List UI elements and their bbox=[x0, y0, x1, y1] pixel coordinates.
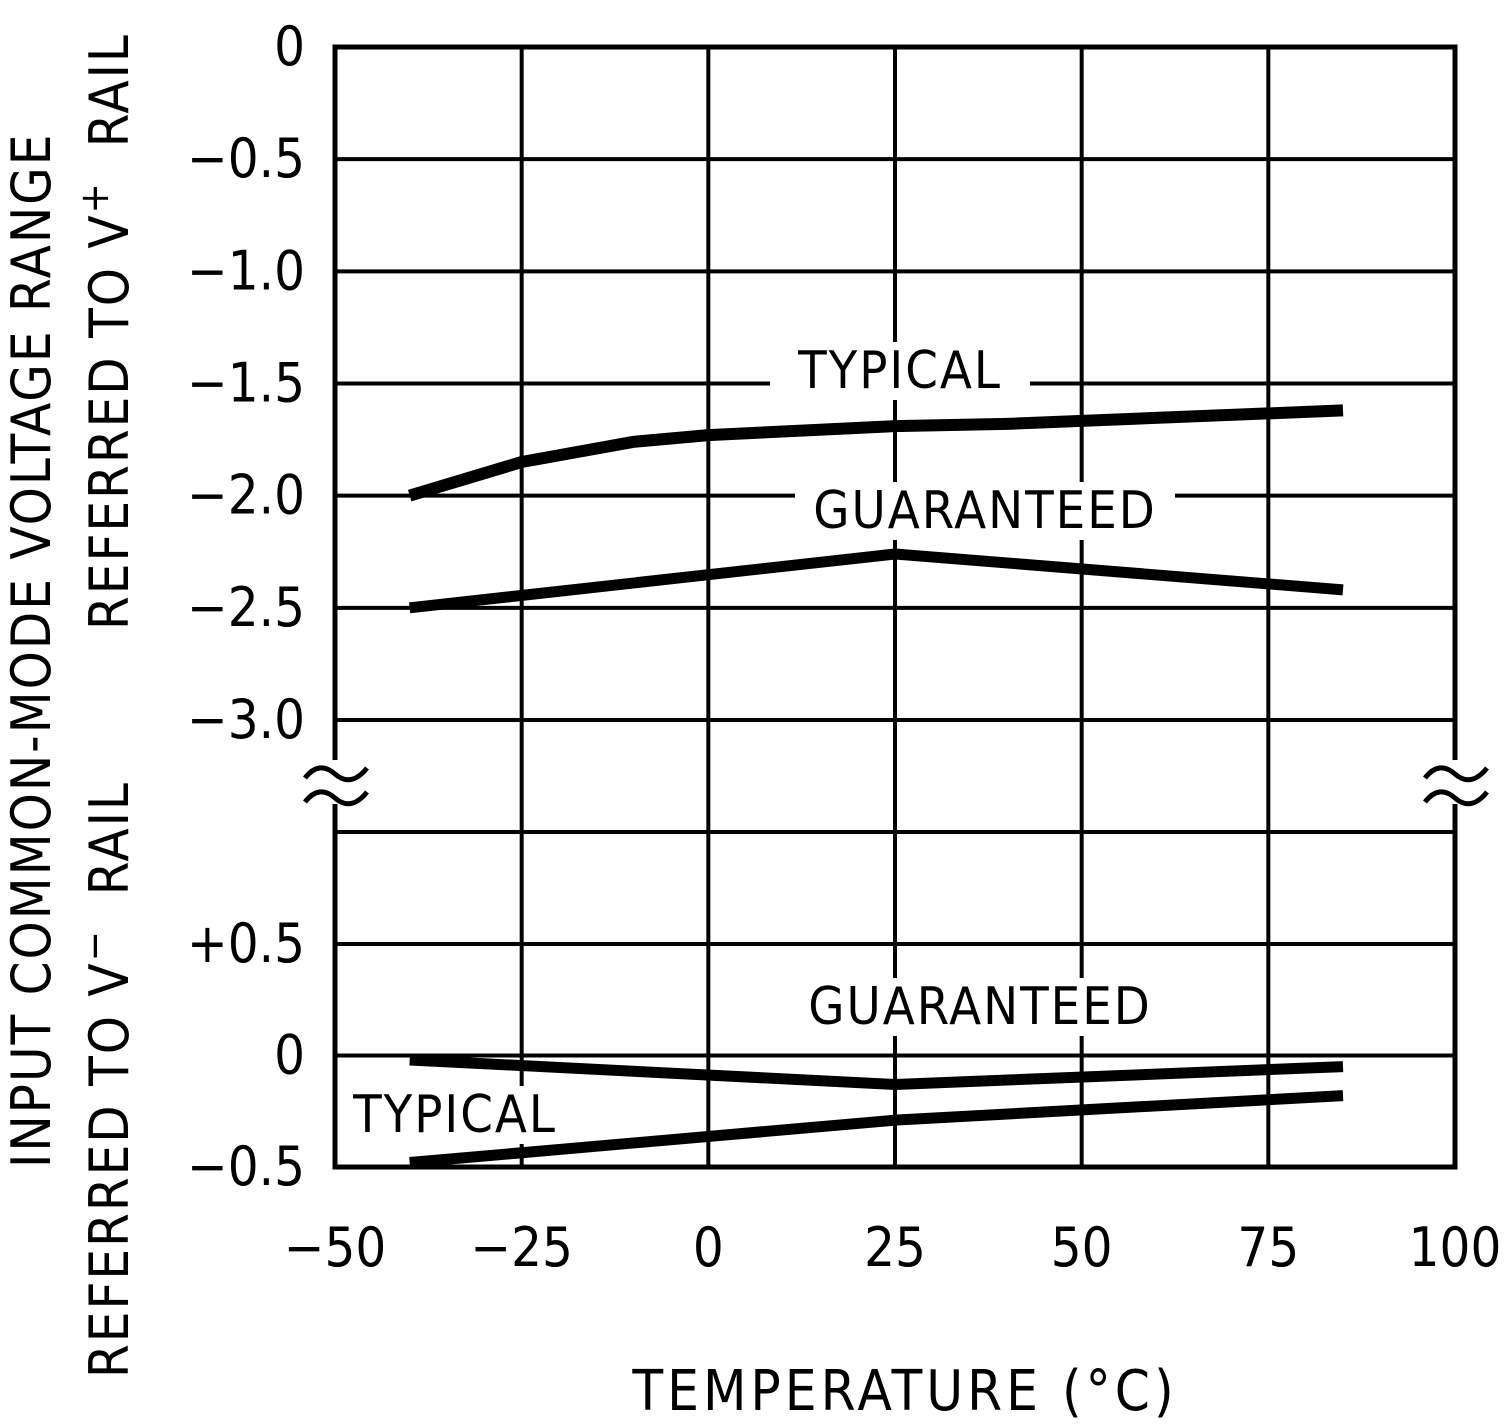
series-labels: TYPICAL GUARANTEED GUARANTEED TYPICAL bbox=[350, 341, 1175, 1145]
x-tick-label: −50 bbox=[284, 1216, 387, 1279]
x-tick-label: −25 bbox=[470, 1216, 573, 1279]
x-axis-label: TEMPERATURE (°C) bbox=[631, 1359, 1177, 1424]
y-tick-label: 0 bbox=[274, 15, 305, 78]
y-axis-label-vminus-text: REFERRED TO V bbox=[78, 961, 141, 1378]
y-axis-label-vplus: REFERRED TO V+ RAIL bbox=[72, 33, 141, 630]
y-tick-label: +0.5 bbox=[187, 912, 305, 975]
typical-upper-label: TYPICAL bbox=[797, 341, 1002, 401]
guaranteed-lower-label: GUARANTEED bbox=[808, 977, 1152, 1037]
x-tick-label: 100 bbox=[1409, 1216, 1502, 1279]
axis-break-marks bbox=[303, 760, 1489, 807]
vplus-superscript: + bbox=[72, 181, 118, 213]
y-tick-label: −3.0 bbox=[187, 688, 305, 751]
guaranteed-upper-line bbox=[409, 548, 1344, 614]
y-axis-label-upper: INPUT COMMON-MODE VOLTAGE RANGE bbox=[0, 132, 63, 1168]
y-axis-label-vminus: REFERRED TO V− RAIL bbox=[72, 781, 141, 1378]
guaranteed-lower-line bbox=[409, 1054, 1344, 1090]
typical-upper-line bbox=[407, 404, 1344, 502]
x-tick-label: 0 bbox=[693, 1216, 724, 1279]
series-lines bbox=[407, 404, 1344, 1169]
y-tick-label: −0.5 bbox=[187, 1135, 305, 1198]
x-tick-label: 25 bbox=[864, 1216, 926, 1279]
typical-lower-label: TYPICAL bbox=[352, 1085, 557, 1145]
guaranteed-lower-label-bg bbox=[790, 978, 1170, 1036]
axis-break-squiggle bbox=[303, 789, 369, 807]
typical-upper-label-bg bbox=[770, 342, 1030, 400]
grid bbox=[332, 44, 1458, 1170]
y-tick-label: −2.5 bbox=[187, 576, 305, 639]
guaranteed-upper-label: GUARANTEED bbox=[813, 481, 1157, 541]
axis-break-squiggle bbox=[1423, 789, 1489, 807]
x-tick-label: 50 bbox=[1051, 1216, 1113, 1279]
y-tick-label: −1.5 bbox=[187, 352, 305, 415]
vminus-rail: RAIL bbox=[78, 781, 141, 895]
y-tick-label: 0 bbox=[274, 1024, 305, 1087]
typical-lower-line bbox=[409, 1090, 1344, 1169]
axis-break-squiggle bbox=[303, 765, 369, 783]
x-tick-label: 75 bbox=[1237, 1216, 1299, 1279]
y-tick-labels: 0 −0.5 −1.0 −1.5 −2.0 −2.5 −3.0 +0.5 0 −0.5 bbox=[187, 15, 305, 1198]
guaranteed-upper-label-bg bbox=[795, 482, 1175, 540]
axis-break-squiggle bbox=[1423, 765, 1489, 783]
vminus-superscript: − bbox=[72, 929, 118, 961]
vplus-rail: RAIL bbox=[78, 33, 141, 147]
typical-lower-label-bg bbox=[350, 1086, 560, 1144]
y-tick-label: −0.5 bbox=[187, 127, 305, 190]
y-tick-label: −2.0 bbox=[187, 464, 305, 527]
x-tick-labels: −50 −25 0 25 50 75 100 bbox=[284, 1216, 1502, 1279]
y-axis-label-vplus-text: REFERRED TO V bbox=[78, 213, 141, 630]
plot-frame bbox=[332, 44, 1458, 1170]
y-tick-label: −1.0 bbox=[187, 239, 305, 302]
